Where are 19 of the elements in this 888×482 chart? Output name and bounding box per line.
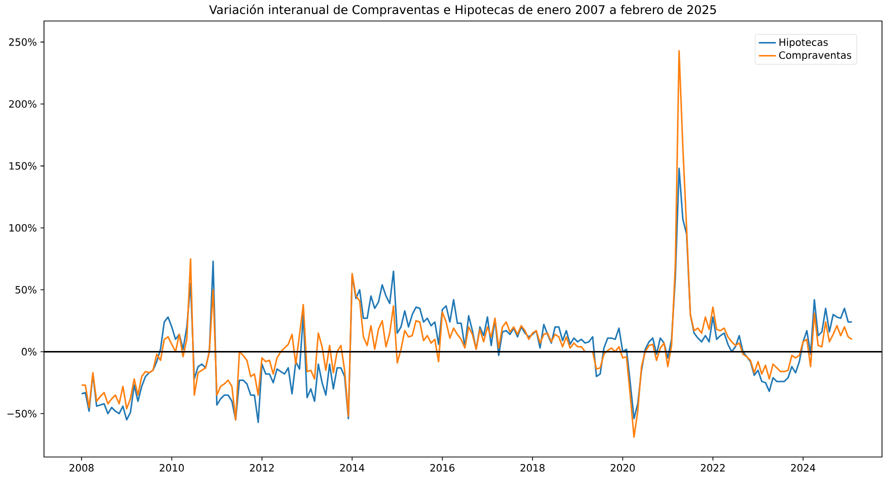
- y-tick-label: −50%: [7, 410, 36, 418]
- x-tick-label: 2020: [610, 464, 635, 472]
- y-tick-label: 100%: [9, 224, 36, 232]
- legend-label: Hipotecas: [780, 38, 828, 48]
- y-tick-label: 250%: [9, 38, 36, 46]
- y-tick-label: 0%: [22, 348, 36, 356]
- x-tick-label: 2012: [250, 464, 274, 472]
- x-tick-label: 2022: [700, 464, 725, 472]
- y-tick-label: 150%: [9, 162, 36, 170]
- chart-title: Variación interanual de Compraventas e Hipotecas de enero 2007 a febrero de 2025: [209, 4, 716, 16]
- x-tick-label: 2014: [340, 464, 364, 472]
- x-tick-label: 2016: [430, 464, 454, 472]
- x-tick-label: 2008: [70, 464, 94, 472]
- legend-label: Compraventas: [779, 51, 852, 61]
- y-tick-label: 200%: [9, 100, 36, 108]
- x-tick-label: 2018: [520, 464, 545, 472]
- y-tick-label: 50%: [16, 286, 36, 294]
- x-tick-label: 2010: [160, 464, 184, 472]
- x-tick-label: 2024: [791, 464, 816, 472]
